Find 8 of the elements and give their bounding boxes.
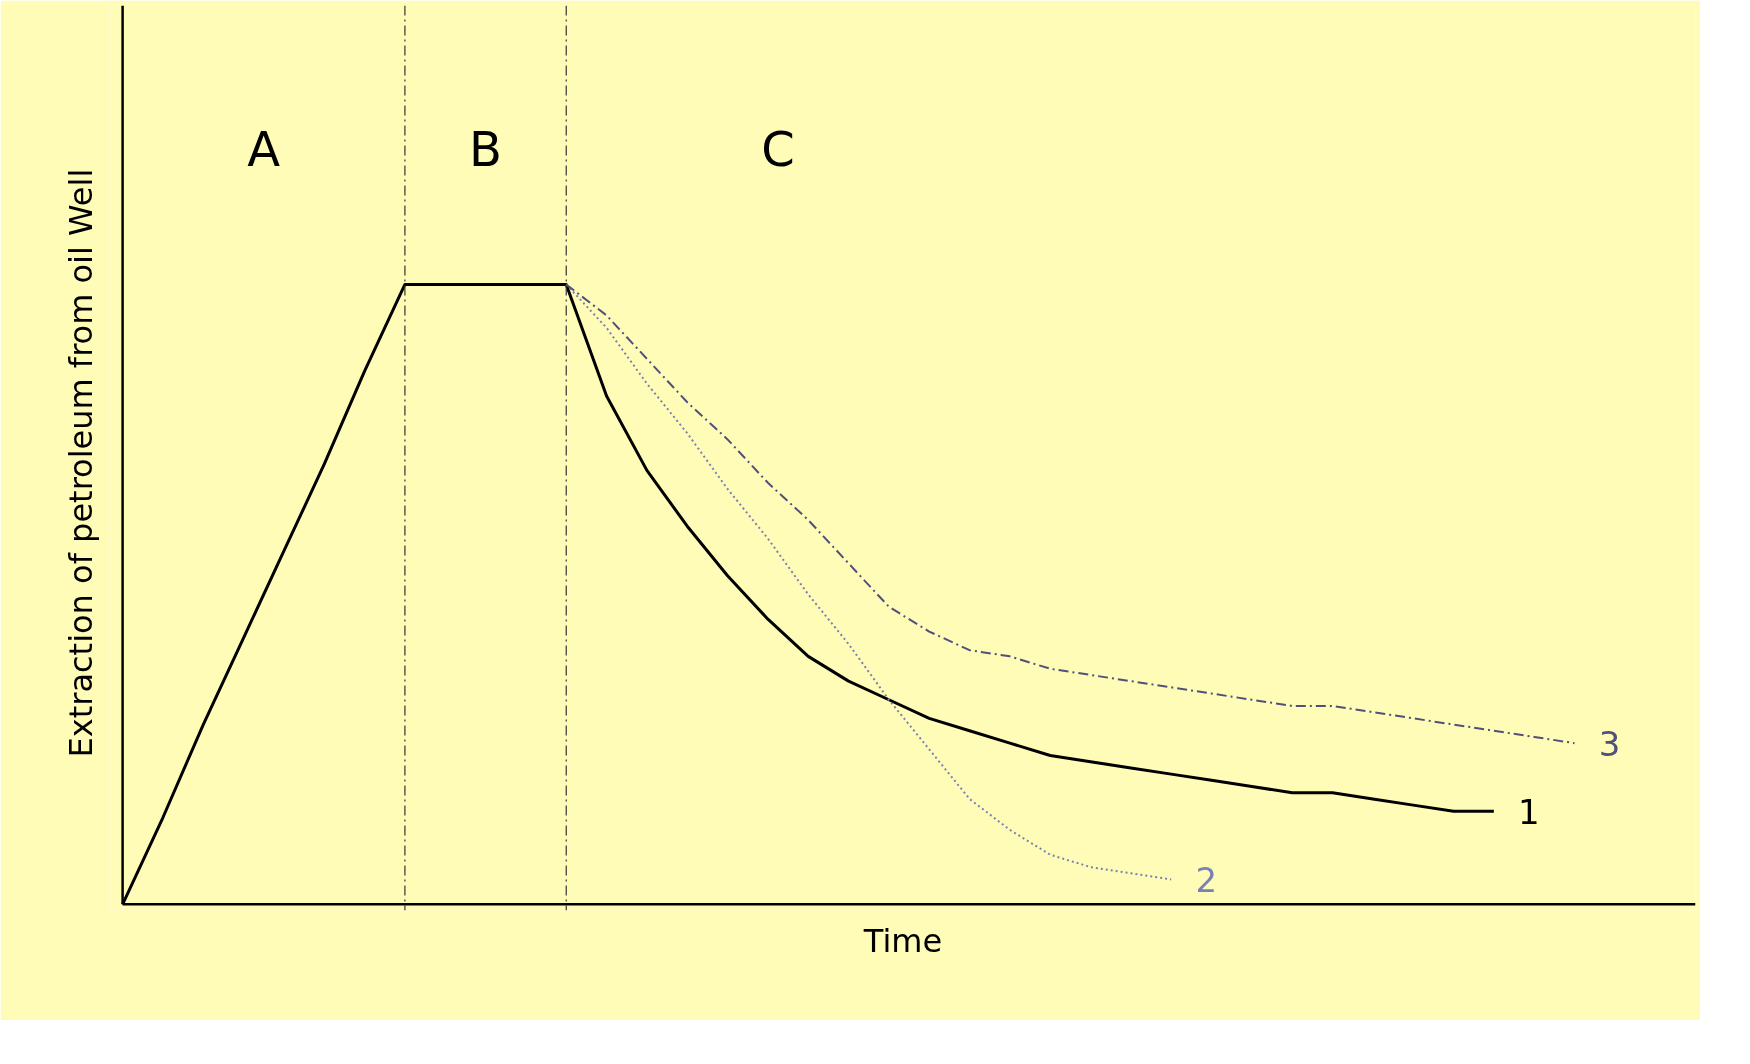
text: A <box>247 121 281 178</box>
text: B <box>469 121 503 178</box>
series-label: 1 <box>1518 791 1540 832</box>
text: C <box>761 121 795 178</box>
series-label: 2 <box>1195 860 1218 901</box>
y-axis-title: Extraction of petroleum from oil Well <box>61 168 100 758</box>
series-label: 3 <box>1598 723 1621 764</box>
x-axis-title: Time <box>862 921 943 960</box>
